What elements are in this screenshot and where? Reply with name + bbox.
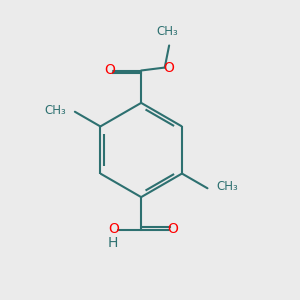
Text: H: H — [108, 236, 119, 250]
Text: O: O — [167, 222, 178, 236]
Text: CH₃: CH₃ — [157, 25, 178, 38]
Text: CH₃: CH₃ — [44, 104, 66, 117]
Text: CH₃: CH₃ — [216, 180, 238, 193]
Text: O: O — [109, 222, 119, 236]
Text: O: O — [104, 63, 115, 77]
Text: O: O — [163, 61, 174, 75]
